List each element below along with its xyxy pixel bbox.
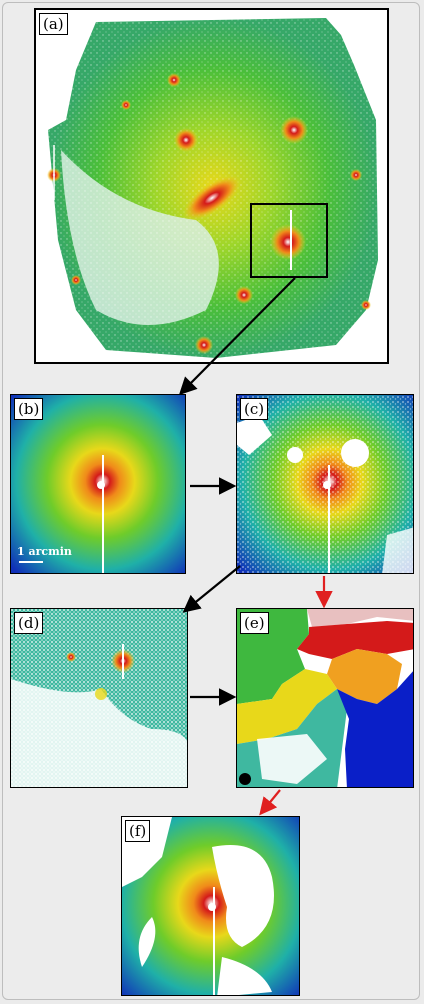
panel-f: (f) (121, 816, 300, 996)
panel-b: (b) 1 arcmin (10, 394, 186, 574)
residual-image (11, 609, 187, 787)
binned-regions-image (237, 609, 413, 787)
panel-d: (d) (10, 608, 188, 788)
zoom-box (250, 203, 328, 278)
panel-e: (e) (236, 608, 414, 788)
panel-label: (a) (39, 13, 68, 35)
final-map-image (122, 817, 299, 995)
panel-label: (f) (125, 820, 151, 842)
masked-image (237, 395, 413, 573)
panel-c: (c) (236, 394, 414, 574)
panel-label: (b) (14, 398, 44, 420)
panel-label: (d) (14, 612, 44, 634)
panel-a: (a) (34, 8, 389, 364)
panel-label: (c) (240, 398, 269, 420)
cutout-image (11, 395, 185, 573)
scale-bar-label: 1 arcmin (17, 545, 72, 558)
panel-label: (e) (240, 612, 269, 634)
mosaic-image (47, 18, 378, 358)
